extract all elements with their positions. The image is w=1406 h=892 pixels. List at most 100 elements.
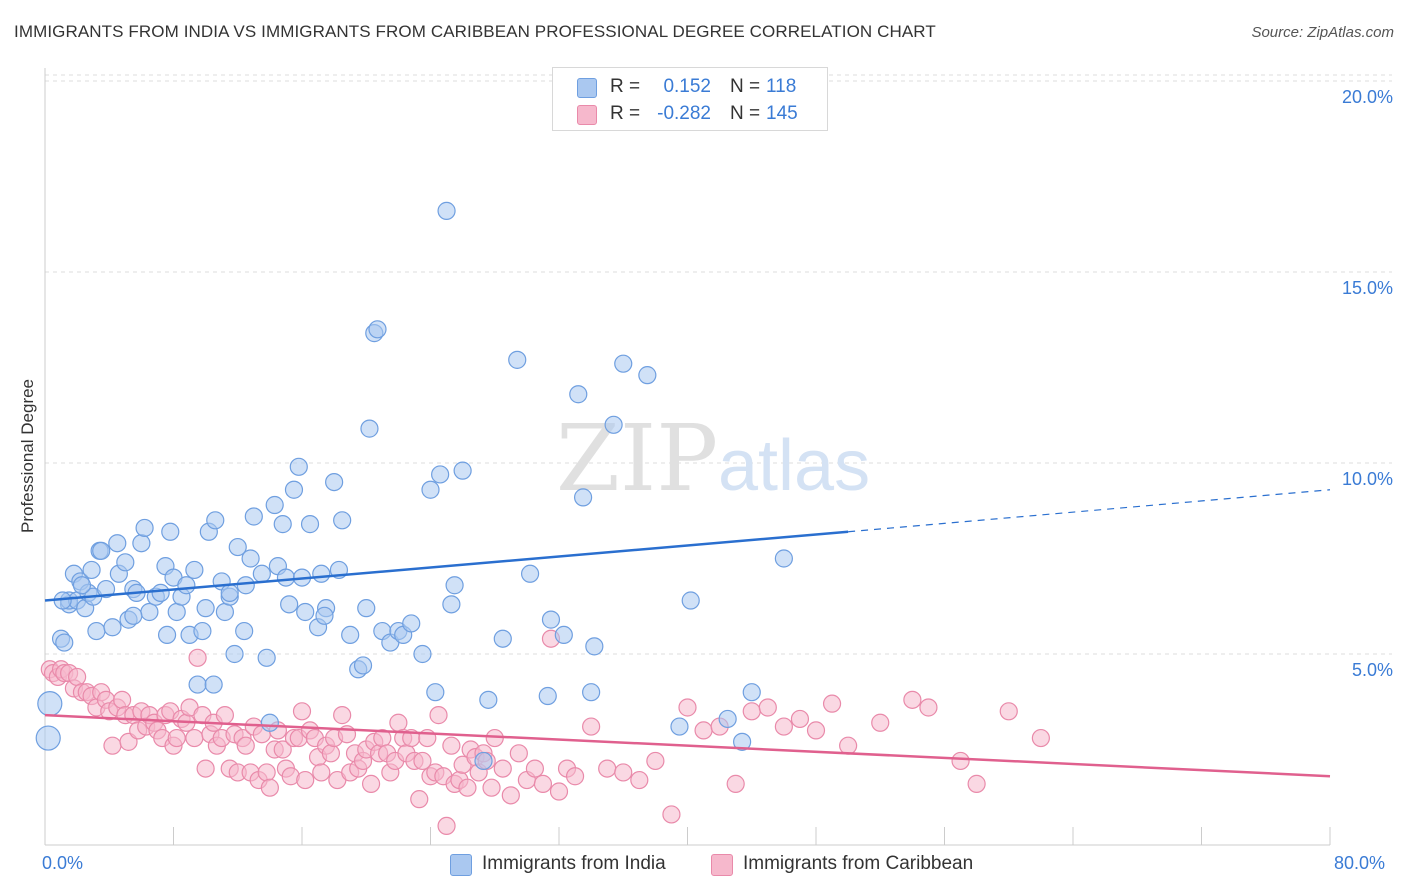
india-point-50 <box>244 507 263 526</box>
india-point-84 <box>431 465 450 484</box>
caribbean-point-69 <box>321 744 341 763</box>
india-point-88 <box>474 751 493 771</box>
caribbean-point-134 <box>790 709 810 729</box>
caribbean-point-62 <box>292 702 312 721</box>
india-point-16 <box>103 618 122 637</box>
india-point-27 <box>151 583 170 602</box>
india-point-3 <box>55 633 74 652</box>
caribbean-point-138 <box>871 713 890 732</box>
india-point-91 <box>508 350 527 369</box>
series-legend: Immigrants from India Immigrants from Ca… <box>0 851 1406 879</box>
r-value: -0.282 <box>657 103 711 124</box>
y-axis-label: Professional Degree <box>18 378 37 534</box>
india-point-85 <box>437 201 456 220</box>
india-point-57 <box>276 568 296 587</box>
caribbean-point-120 <box>565 767 585 786</box>
n-value: 118 <box>766 76 797 97</box>
caribbean-point-109 <box>482 778 501 797</box>
india-point-73 <box>360 419 379 438</box>
caribbean-point-121 <box>582 717 601 736</box>
india-point-107 <box>774 549 793 568</box>
caribbean-point-96 <box>429 706 448 725</box>
india-point-86 <box>442 595 461 614</box>
caribbean-point-38 <box>196 759 215 778</box>
india-point-0 <box>35 725 61 751</box>
legend-row-caribbean: R = -0.282 N = 145 <box>553 100 827 128</box>
caribbean-point-86 <box>389 713 408 732</box>
watermark-atlas: atlas <box>718 426 870 506</box>
caribbean-point-144 <box>1031 728 1050 748</box>
india-point-31 <box>167 602 186 622</box>
caribbean-point-72 <box>333 706 352 725</box>
india-point-46 <box>228 537 247 557</box>
india-point-25 <box>140 602 159 622</box>
legend-row-india: R = 0.152 N = 118 <box>553 73 827 101</box>
x-tick-max: 80.0% <box>1334 853 1386 873</box>
india-point-15 <box>96 579 116 599</box>
caribbean-point-142 <box>967 774 986 793</box>
caribbean-point-136 <box>822 694 842 713</box>
caribbean-point-36 <box>188 648 207 667</box>
caribbean-point-143 <box>999 702 1018 721</box>
india-point-113 <box>453 461 472 480</box>
india-point-53 <box>260 713 279 732</box>
india-point-93 <box>538 686 557 706</box>
india-point-29 <box>161 522 180 541</box>
india-point-52 <box>257 648 276 667</box>
caribbean-swatch-icon <box>711 854 733 876</box>
india-point-103 <box>681 591 700 610</box>
india-point-100 <box>614 354 633 373</box>
caribbean-point-15 <box>103 736 122 755</box>
india-point-62 <box>300 515 320 534</box>
india-point-24 <box>135 518 154 538</box>
india-point-58 <box>284 480 304 499</box>
y-tick-label-1: 10.0% <box>1341 469 1393 489</box>
india-point-47 <box>235 621 254 641</box>
india-point-17 <box>108 534 127 553</box>
caribbean-point-133 <box>774 717 793 736</box>
india-point-102 <box>670 717 689 736</box>
india-point-89 <box>479 690 498 709</box>
caribbean-point-115 <box>525 759 545 778</box>
caribbean-point-132 <box>758 698 777 717</box>
caribbean-point-91 <box>410 790 429 809</box>
trend-lines <box>44 489 1331 778</box>
india-point-54 <box>265 495 284 515</box>
india-point-64 <box>312 564 331 583</box>
india-point-36 <box>188 675 207 694</box>
caribbean-point-48 <box>236 736 255 755</box>
caribbean-point-124 <box>630 770 649 790</box>
caribbean-point-127 <box>678 698 697 717</box>
legend-label-caribbean: Immigrants from Caribbean <box>743 853 974 874</box>
india-point-94 <box>554 625 573 645</box>
series-caribbean-points <box>40 629 1050 836</box>
x-tick-min: 0.0% <box>42 853 84 873</box>
caribbean-point-54 <box>260 778 279 797</box>
india-point-12 <box>87 621 106 641</box>
india-point-43 <box>215 602 234 622</box>
india-point-23 <box>132 534 151 553</box>
india-point-110 <box>315 606 334 625</box>
india-point-66 <box>325 473 344 492</box>
india-point-68 <box>333 511 352 530</box>
india-point-61 <box>296 602 315 622</box>
india-point-38 <box>196 599 215 618</box>
caribbean-point-31 <box>167 728 186 748</box>
y-tick-label-0: 5.0% <box>1351 660 1393 680</box>
caribbean-point-139 <box>903 690 922 709</box>
caribbean-point-63 <box>296 770 315 790</box>
india-point-1 <box>37 691 63 717</box>
india-point-108 <box>124 606 143 625</box>
caribbean-point-111 <box>493 759 512 778</box>
n-label: N = <box>730 103 761 124</box>
caribbean-point-125 <box>646 751 665 771</box>
india-point-112 <box>72 576 92 595</box>
caribbean-trend-line <box>44 713 1331 778</box>
india-trend-extension <box>848 489 1331 533</box>
n-value: 145 <box>766 103 798 124</box>
caribbean-point-128 <box>694 721 713 740</box>
correlation-legend: R = 0.152 N = 118 R = -0.282 N = 145 <box>552 67 828 131</box>
india-trend-line <box>44 530 849 602</box>
caribbean-point-141 <box>951 751 970 771</box>
r-value: 0.152 <box>663 76 711 97</box>
